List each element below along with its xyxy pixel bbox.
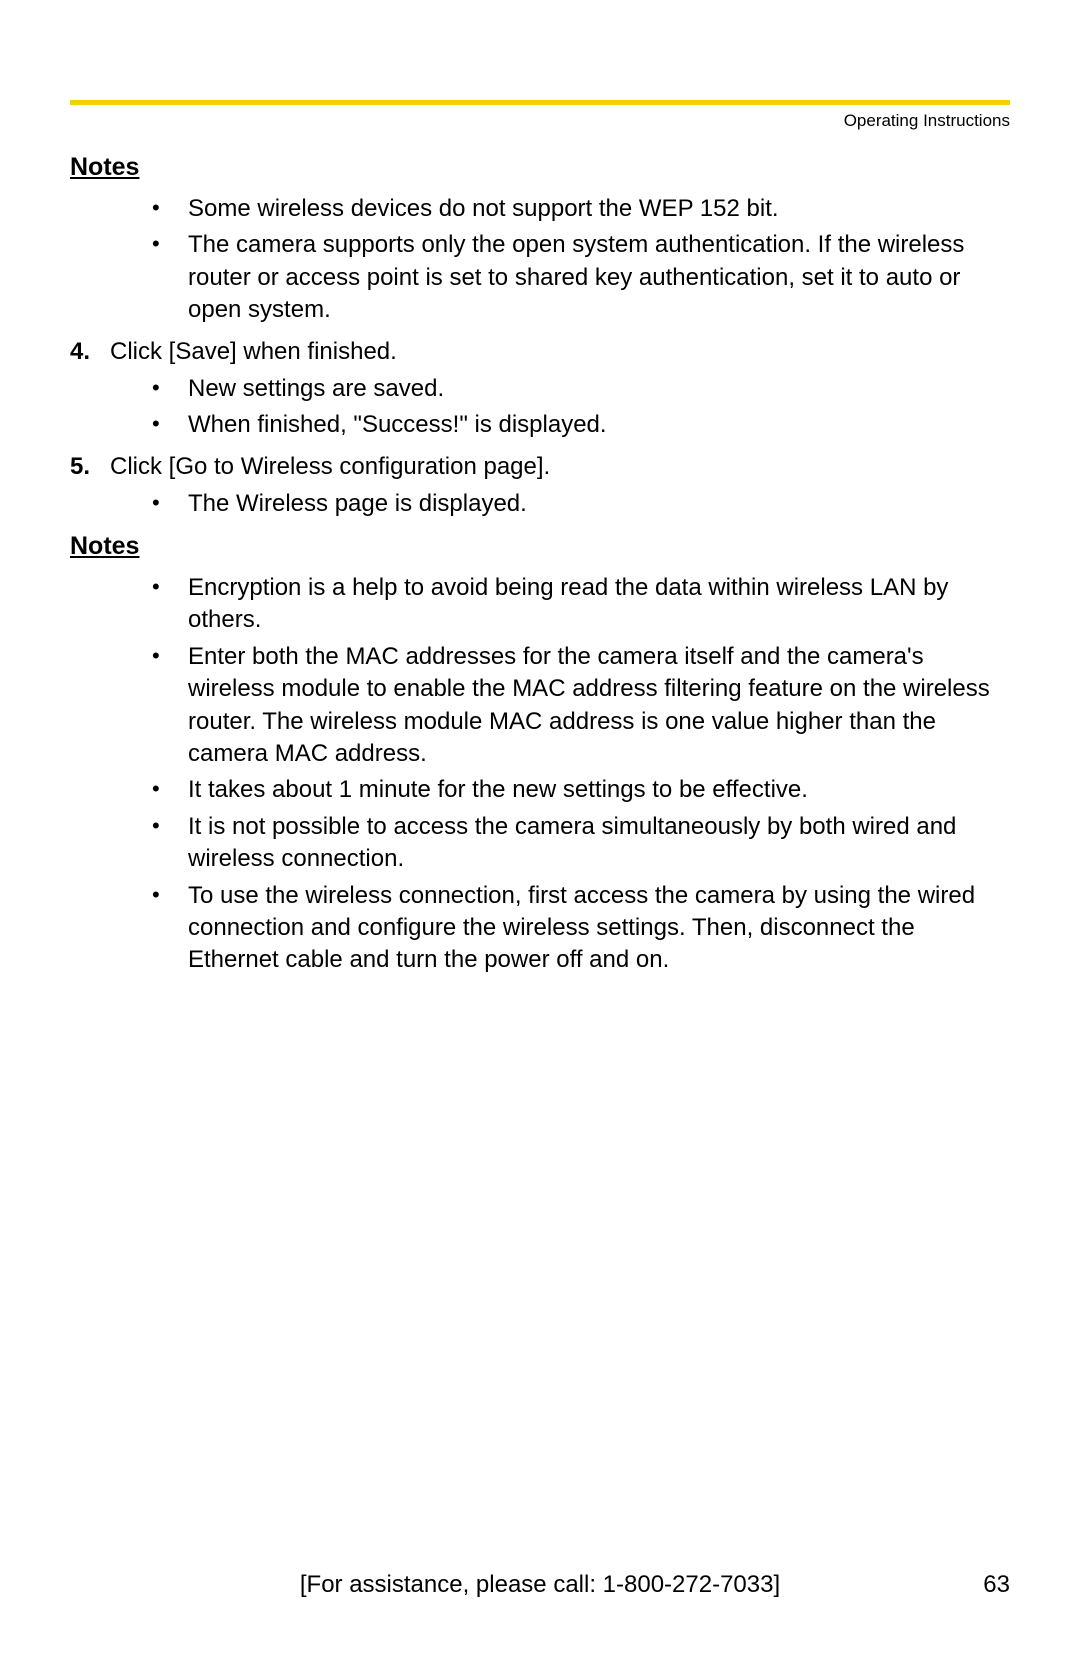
list-item: To use the wireless connection, first ac… — [152, 880, 1010, 977]
step-number: 4. — [70, 336, 110, 368]
step5-bullets: The Wireless page is displayed. — [70, 488, 1010, 520]
step4-bullets: New settings are saved. When finished, "… — [70, 373, 1010, 442]
page-number: 63 — [983, 1571, 1010, 1599]
notes-heading-2: Notes — [70, 530, 1010, 564]
step-5: 5. Click [Go to Wireless configuration p… — [70, 451, 1010, 483]
page-content: Notes Some wireless devices do not suppo… — [70, 151, 1010, 977]
step-text: Click [Go to Wireless configuration page… — [110, 451, 1010, 483]
list-item: It is not possible to access the camera … — [152, 811, 1010, 876]
step-4: 4. Click [Save] when finished. — [70, 336, 1010, 368]
list-item: Enter both the MAC addresses for the cam… — [152, 641, 1010, 771]
step-text: Click [Save] when finished. — [110, 336, 1010, 368]
list-item: New settings are saved. — [152, 373, 1010, 405]
list-item: When finished, "Success!" is displayed. — [152, 409, 1010, 441]
page-footer: [For assistance, please call: 1-800-272-… — [70, 1571, 1010, 1599]
list-item: The camera supports only the open system… — [152, 229, 1010, 326]
notes-heading-1: Notes — [70, 151, 1010, 185]
step-number: 5. — [70, 451, 110, 483]
header-label: Operating Instructions — [70, 111, 1010, 131]
notes2-bullets: Encryption is a help to avoid being read… — [70, 572, 1010, 977]
list-item: Encryption is a help to avoid being read… — [152, 572, 1010, 637]
list-item: Some wireless devices do not support the… — [152, 193, 1010, 225]
header-rule — [70, 100, 1010, 105]
list-item: The Wireless page is displayed. — [152, 488, 1010, 520]
footer-assist: [For assistance, please call: 1-800-272-… — [70, 1571, 1010, 1599]
notes1-bullets: Some wireless devices do not support the… — [70, 193, 1010, 327]
list-item: It takes about 1 minute for the new sett… — [152, 774, 1010, 806]
manual-page: Operating Instructions Notes Some wirele… — [0, 0, 1080, 1669]
